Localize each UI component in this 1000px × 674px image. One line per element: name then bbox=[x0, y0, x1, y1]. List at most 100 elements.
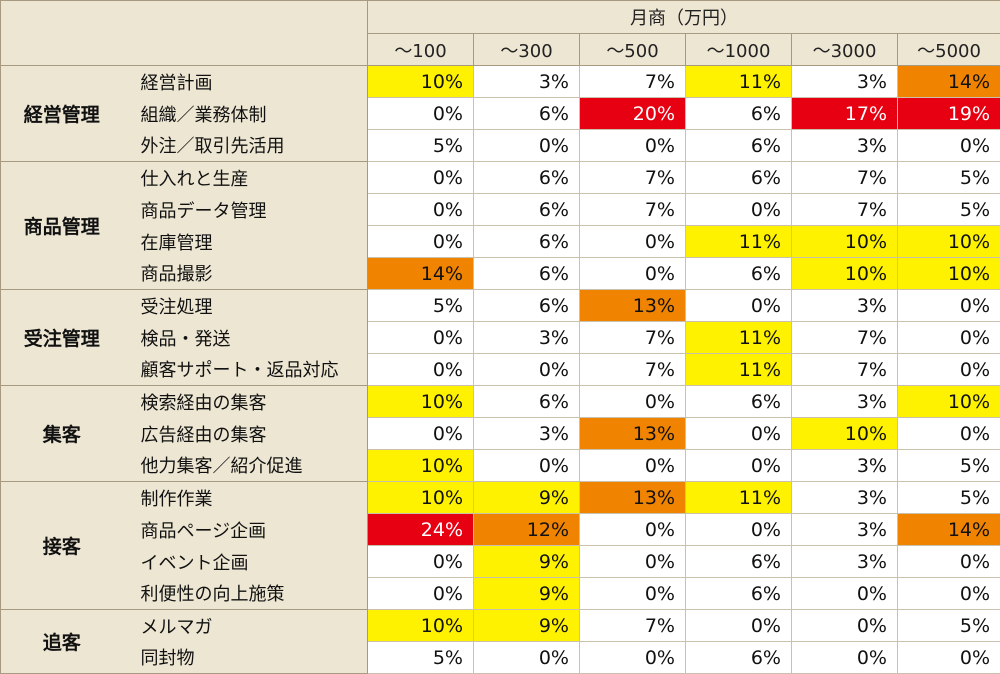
value-cell: 3% bbox=[792, 290, 898, 322]
category-label: 受注管理 bbox=[1, 290, 123, 386]
value-cell: 0% bbox=[580, 386, 686, 418]
value-cell: 0% bbox=[368, 354, 474, 386]
value-cell: 13% bbox=[580, 418, 686, 450]
value-cell: 7% bbox=[792, 194, 898, 226]
value-cell: 0% bbox=[686, 194, 792, 226]
value-cell: 5% bbox=[368, 130, 474, 162]
value-cell: 7% bbox=[580, 194, 686, 226]
value-cell: 6% bbox=[686, 386, 792, 418]
value-cell: 0% bbox=[686, 450, 792, 482]
category-label: 追客 bbox=[1, 610, 123, 674]
value-cell: 6% bbox=[686, 130, 792, 162]
value-cell: 0% bbox=[686, 418, 792, 450]
value-cell: 0% bbox=[792, 642, 898, 674]
value-cell: 20% bbox=[580, 98, 686, 130]
value-cell: 0% bbox=[898, 290, 1000, 322]
value-cell: 13% bbox=[580, 482, 686, 514]
value-cell: 0% bbox=[898, 130, 1000, 162]
row-label: 顧客サポート・返品対応 bbox=[123, 354, 368, 386]
value-cell: 0% bbox=[580, 130, 686, 162]
value-cell: 0% bbox=[792, 610, 898, 642]
value-cell: 17% bbox=[792, 98, 898, 130]
value-cell: 3% bbox=[792, 514, 898, 546]
value-cell: 6% bbox=[686, 258, 792, 290]
table-title: 月商（万円） bbox=[368, 1, 1000, 34]
value-cell: 3% bbox=[792, 450, 898, 482]
value-cell: 7% bbox=[580, 354, 686, 386]
row-label: 広告経由の集客 bbox=[123, 418, 368, 450]
value-cell: 5% bbox=[898, 482, 1000, 514]
row-label: イベント企画 bbox=[123, 546, 368, 578]
row-label: 外注／取引先活用 bbox=[123, 130, 368, 162]
value-cell: 5% bbox=[898, 450, 1000, 482]
row-label: 利便性の向上施策 bbox=[123, 578, 368, 610]
row-label: 商品撮影 bbox=[123, 258, 368, 290]
category-label: 経営管理 bbox=[1, 66, 123, 162]
value-cell: 10% bbox=[368, 610, 474, 642]
column-header: ～300 bbox=[474, 34, 580, 66]
row-label: 他力集客／紹介促進 bbox=[123, 450, 368, 482]
value-cell: 3% bbox=[474, 418, 580, 450]
value-cell: 10% bbox=[792, 226, 898, 258]
category-label: 商品管理 bbox=[1, 162, 123, 290]
column-header: ～100 bbox=[368, 34, 474, 66]
value-cell: 6% bbox=[474, 226, 580, 258]
row-label: 受注処理 bbox=[123, 290, 368, 322]
value-cell: 11% bbox=[686, 322, 792, 354]
value-cell: 7% bbox=[792, 322, 898, 354]
value-cell: 6% bbox=[686, 98, 792, 130]
value-cell: 10% bbox=[368, 482, 474, 514]
value-cell: 10% bbox=[792, 418, 898, 450]
value-cell: 0% bbox=[474, 450, 580, 482]
value-cell: 0% bbox=[898, 642, 1000, 674]
value-cell: 13% bbox=[580, 290, 686, 322]
value-cell: 6% bbox=[474, 386, 580, 418]
value-cell: 7% bbox=[580, 610, 686, 642]
value-cell: 6% bbox=[474, 194, 580, 226]
value-cell: 11% bbox=[686, 482, 792, 514]
value-cell: 0% bbox=[580, 514, 686, 546]
value-cell: 9% bbox=[474, 482, 580, 514]
value-cell: 0% bbox=[368, 98, 474, 130]
value-cell: 10% bbox=[368, 450, 474, 482]
value-cell: 0% bbox=[368, 226, 474, 258]
value-cell: 9% bbox=[474, 610, 580, 642]
value-cell: 10% bbox=[898, 226, 1000, 258]
value-cell: 10% bbox=[368, 66, 474, 98]
value-cell: 5% bbox=[898, 610, 1000, 642]
value-cell: 11% bbox=[686, 226, 792, 258]
value-cell: 7% bbox=[580, 162, 686, 194]
value-cell: 5% bbox=[898, 194, 1000, 226]
value-cell: 7% bbox=[792, 354, 898, 386]
value-cell: 3% bbox=[792, 482, 898, 514]
value-cell: 0% bbox=[474, 354, 580, 386]
value-cell: 14% bbox=[898, 66, 1000, 98]
row-label: 在庫管理 bbox=[123, 226, 368, 258]
value-cell: 0% bbox=[580, 546, 686, 578]
corner-cell bbox=[1, 1, 368, 66]
row-label: 検索経由の集客 bbox=[123, 386, 368, 418]
value-cell: 0% bbox=[368, 194, 474, 226]
value-cell: 3% bbox=[474, 66, 580, 98]
value-cell: 0% bbox=[580, 226, 686, 258]
value-cell: 0% bbox=[898, 578, 1000, 610]
category-label: 集客 bbox=[1, 386, 123, 482]
value-cell: 0% bbox=[368, 546, 474, 578]
value-cell: 0% bbox=[474, 130, 580, 162]
value-cell: 0% bbox=[368, 418, 474, 450]
